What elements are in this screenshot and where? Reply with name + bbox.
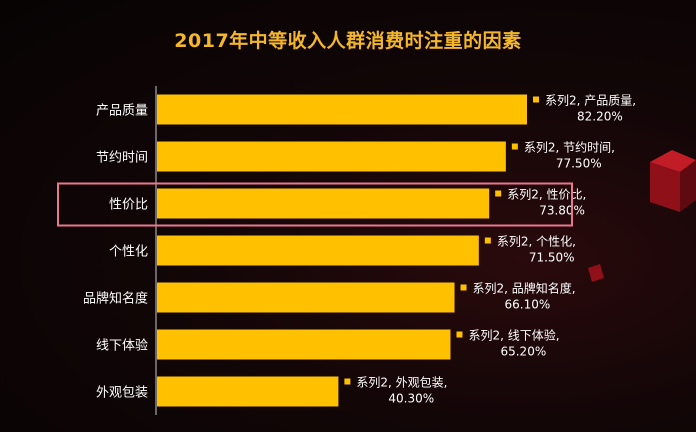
bar (157, 141, 506, 172)
category-label: 节约时间 (96, 151, 148, 166)
category-label: 外观包装 (96, 386, 148, 401)
decorative-cube-icon (650, 150, 696, 212)
data-label: 系列2, 节约时间, 77.50% (524, 140, 615, 171)
data-label: 系列2, 外观包装, 40.30% (356, 376, 447, 406)
bar (157, 376, 339, 407)
chart-title: 2017年中等收入人群消费时注重的因素 (174, 30, 522, 52)
legend-key-marker (460, 284, 467, 291)
category-label: 品牌知名度 (83, 291, 148, 307)
bar (157, 329, 451, 360)
legend-key-marker (484, 237, 491, 244)
legend-key-marker (495, 190, 502, 197)
highlight-box (57, 182, 573, 227)
data-label: 系列2, 性价比, 73.80% (507, 188, 586, 218)
category-label: 性价比 (109, 198, 148, 213)
bar (157, 188, 490, 219)
data-label: 系列2, 个性化, 71.50% (497, 235, 576, 265)
data-label: 系列2, 产品质量, 82.20% (545, 94, 636, 124)
bar (157, 94, 527, 125)
category-label: 线下体验 (96, 338, 148, 354)
category-label: 产品质量 (96, 104, 148, 119)
data-label: 系列2, 线下体验, 65.20% (468, 328, 559, 359)
decorative-small-cube-icon (588, 264, 604, 282)
legend-key-marker (456, 331, 463, 338)
legend-key-marker (511, 143, 518, 150)
data-label: 系列2, 品牌知名度, 66.10% (473, 281, 576, 312)
legend-key-marker (533, 96, 539, 103)
legend-key-marker (344, 378, 351, 385)
bar (157, 282, 455, 313)
category-label: 个性化 (109, 245, 148, 260)
bar (157, 235, 479, 266)
